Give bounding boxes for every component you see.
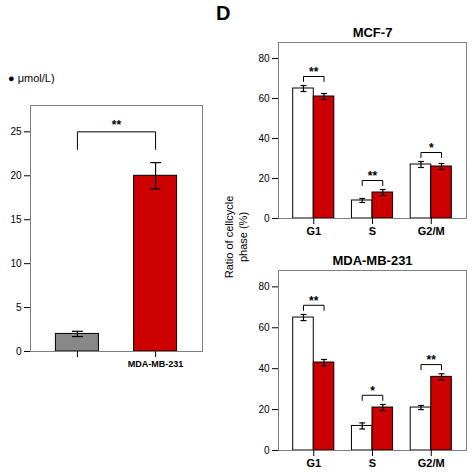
svg-text:0: 0	[264, 445, 270, 456]
svg-text:G1: G1	[306, 457, 321, 469]
svg-text:60: 60	[258, 322, 270, 333]
svg-text:5: 5	[16, 302, 22, 313]
svg-text:**: **	[309, 294, 319, 308]
svg-text:MCF-7: MCF-7	[353, 25, 393, 40]
svg-text:G2/M: G2/M	[418, 225, 445, 237]
svg-text:*: *	[370, 384, 375, 398]
svg-text:80: 80	[258, 281, 270, 292]
svg-text:80: 80	[258, 53, 270, 64]
svg-text:40: 40	[258, 363, 270, 374]
svg-text:**: **	[427, 353, 437, 367]
svg-text:0: 0	[16, 346, 22, 357]
svg-text:60: 60	[258, 93, 270, 104]
svg-text:20: 20	[10, 170, 22, 181]
svg-text:MDA-MB-231: MDA-MB-231	[332, 253, 412, 268]
svg-text:MDA-MB-231: MDA-MB-231	[128, 359, 184, 369]
svg-text:**: **	[112, 118, 122, 132]
svg-text:0: 0	[264, 213, 270, 224]
html-text:● μmol/L): ● μmol/L)	[8, 72, 55, 84]
svg-text:**: **	[309, 65, 319, 79]
svg-text:15: 15	[10, 214, 22, 225]
html-text:Ratio of cellcycle phase (%): Ratio of cellcycle phase (%)	[222, 195, 249, 279]
svg-text:S: S	[369, 457, 376, 469]
svg-text:**: **	[368, 169, 378, 183]
svg-text:S: S	[369, 225, 376, 237]
svg-text:G1: G1	[306, 225, 321, 237]
svg-text:40: 40	[258, 133, 270, 144]
svg-text:20: 20	[258, 404, 270, 415]
html-text:D: D	[216, 2, 231, 24]
svg-text:G2/M: G2/M	[418, 457, 445, 469]
svg-text:*: *	[429, 141, 434, 155]
svg-text:20: 20	[258, 173, 270, 184]
svg-text:10: 10	[10, 258, 22, 269]
svg-text:25: 25	[10, 126, 22, 137]
